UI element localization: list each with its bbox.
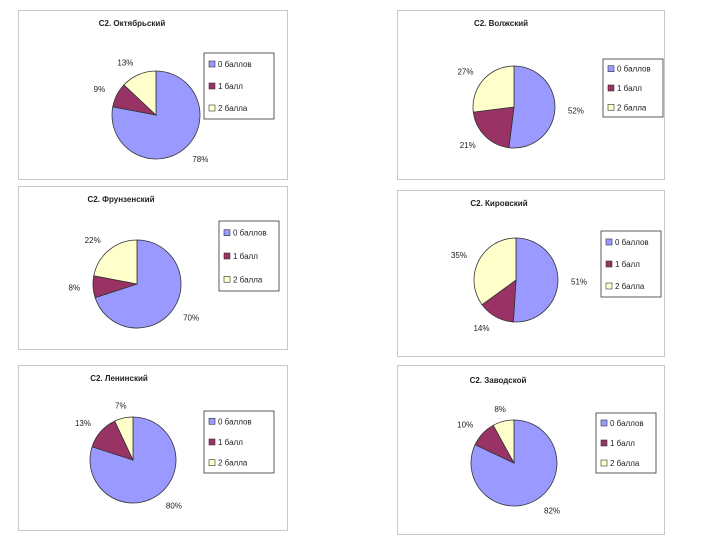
chart-panel-oktyabrsky: С2. Октябрьский 78% 9% 13% 0 баллов 1 балл 2 б… xyxy=(18,10,288,180)
slice-label-one-point: 9% xyxy=(94,85,106,94)
legend-swatch-zero-points xyxy=(600,419,608,427)
pie-chart-svg: С2. Фрунзенский 70% 8% 22% 0 баллов 1 балл 2 б… xyxy=(69,195,280,329)
slice-label-two-points: 7% xyxy=(115,401,127,410)
legend-swatch-one-point xyxy=(605,260,613,268)
legend-label-zero-points: 0 баллов xyxy=(617,65,651,74)
legend-label-zero-points: 0 баллов xyxy=(218,60,252,69)
legend-box xyxy=(203,52,275,120)
chart-title: С2. Октябрьский xyxy=(99,19,166,28)
legend-swatch-two-points xyxy=(208,459,216,466)
pie-chart-svg: С2. Волжский 52% 21% 27% 0 баллов 1 балл 2 бал… xyxy=(457,19,664,150)
legend-label-two-points: 2 балла xyxy=(610,459,640,468)
slice-label-zero-points: 70% xyxy=(183,314,199,323)
legend-label-one-point: 1 балл xyxy=(615,260,640,269)
slice-label-two-points: 27% xyxy=(457,67,473,76)
pie-slice-two-points xyxy=(472,65,515,113)
legend-label-one-point: 1 балл xyxy=(218,82,243,91)
legend-swatch-one-point xyxy=(600,439,608,447)
slice-label-zero-points: 82% xyxy=(544,506,560,515)
pie-chart-svg: С2. Кировский 51% 14% 35% 0 баллов 1 балл 2 ба… xyxy=(451,199,662,333)
legend-label-one-point: 1 балл xyxy=(610,439,635,448)
chart-title: С2. Заводской xyxy=(470,376,527,385)
pie-chart-svg: С2. Октябрьский 78% 9% 13% 0 баллов 1 балл 2 б… xyxy=(94,19,275,164)
legend-label-two-points: 2 балла xyxy=(617,103,647,112)
legend-label-zero-points: 0 баллов xyxy=(610,419,644,428)
legend-swatch-zero-points xyxy=(208,417,216,425)
slice-label-one-point: 14% xyxy=(473,324,489,333)
pie-slice-two-points xyxy=(492,419,515,464)
slice-label-two-points: 13% xyxy=(117,59,133,68)
pie-slice-two-points xyxy=(114,416,134,461)
legend-swatch-one-point xyxy=(208,438,216,446)
pie-slice-zero-points xyxy=(512,237,559,323)
pie-slice-zero-points xyxy=(508,65,556,149)
legend-swatch-zero-points xyxy=(607,65,615,73)
slice-label-one-point: 10% xyxy=(457,421,473,430)
chart-panel-leninsky: С2. Ленинский 80% 13% 7% 0 баллов 1 балл 2 бал… xyxy=(18,365,288,531)
legend-swatch-two-points xyxy=(600,459,608,467)
legend-label-one-point: 1 балл xyxy=(617,84,642,93)
legend-label-two-points: 2 балла xyxy=(218,104,248,113)
pie-slice-one-point xyxy=(472,106,515,149)
legend-label-zero-points: 0 баллов xyxy=(615,238,649,247)
slice-label-one-point: 13% xyxy=(75,419,91,428)
legend-box xyxy=(203,410,275,474)
chart-title: С2. Волжский xyxy=(474,19,528,28)
legend-label-one-point: 1 балл xyxy=(233,252,258,261)
legend-label-zero-points: 0 баллов xyxy=(218,417,252,426)
slice-label-two-points: 22% xyxy=(85,236,101,245)
pie-slice-two-points xyxy=(473,237,517,306)
legend-swatch-one-point xyxy=(223,252,231,260)
chart-panel-volzhsky: С2. Волжский 52% 21% 27% 0 баллов 1 балл 2 бал… xyxy=(397,10,665,180)
pie-chart-svg: С2. Ленинский 80% 13% 7% 0 баллов 1 балл 2 бал… xyxy=(75,374,275,510)
chart-panel-kirovsky: С2. Кировский 51% 14% 35% 0 баллов 1 балл 2 ба… xyxy=(397,190,665,357)
chart-title: С2. Ленинский xyxy=(90,374,148,383)
slice-label-two-points: 8% xyxy=(494,405,506,414)
legend-swatch-two-points xyxy=(605,282,613,290)
slice-label-two-points: 35% xyxy=(451,251,467,260)
legend-swatch-one-point xyxy=(208,82,216,90)
legend-label-two-points: 2 балла xyxy=(615,282,645,291)
slice-label-one-point: 8% xyxy=(69,284,81,293)
pie-slice-zero-points xyxy=(94,239,182,329)
chart-title: С2. Кировский xyxy=(470,199,527,208)
legend-swatch-zero-points xyxy=(223,229,231,237)
slice-label-one-point: 21% xyxy=(460,141,476,150)
chart-panel-zavodskoy: С2. Заводской 82% 10% 8% 0 баллов 1 балл 2 бал… xyxy=(397,365,665,535)
chart-title: С2. Фрунзенский xyxy=(87,195,154,204)
slice-label-zero-points: 80% xyxy=(166,501,182,510)
legend-swatch-zero-points xyxy=(208,60,216,68)
legend-swatch-two-points xyxy=(607,104,615,111)
slice-label-zero-points: 51% xyxy=(571,278,587,287)
legend-label-zero-points: 0 баллов xyxy=(233,229,267,238)
legend-swatch-two-points xyxy=(208,104,216,112)
legend-label-two-points: 2 балла xyxy=(218,459,248,468)
chart-panel-frunzensky: С2. Фрунзенский 70% 8% 22% 0 баллов 1 балл 2 б… xyxy=(18,186,288,350)
pie-slice-two-points xyxy=(93,239,138,285)
slice-label-zero-points: 78% xyxy=(192,155,208,164)
pie-slice-two-points xyxy=(123,70,157,116)
legend-swatch-one-point xyxy=(607,84,615,92)
legend-label-two-points: 2 балла xyxy=(233,275,263,284)
legend-label-one-point: 1 балл xyxy=(218,438,243,447)
slice-label-zero-points: 52% xyxy=(568,106,584,115)
pie-chart-svg: С2. Заводской 82% 10% 8% 0 баллов 1 балл 2 бал… xyxy=(457,376,657,515)
legend-swatch-zero-points xyxy=(605,238,613,246)
legend-swatch-two-points xyxy=(223,276,231,283)
